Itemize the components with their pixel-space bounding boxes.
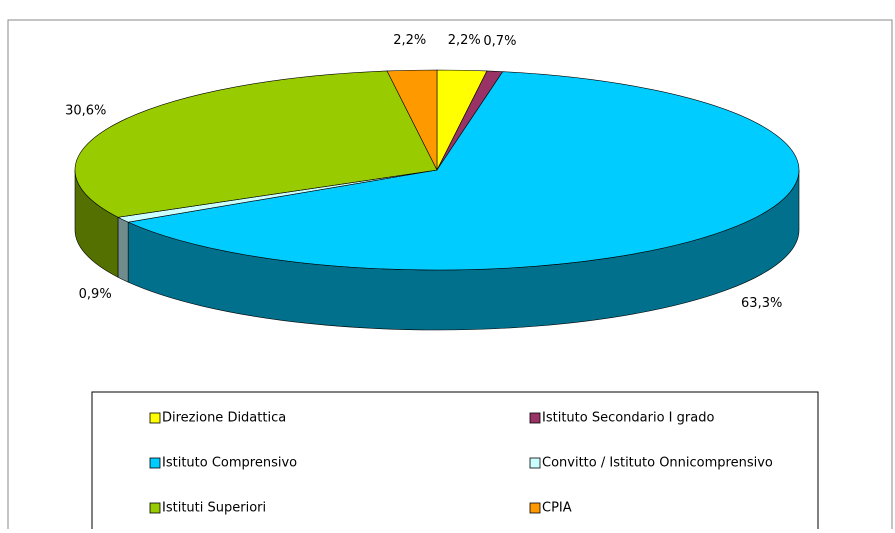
legend-swatch [149, 412, 161, 424]
legend-label: Istituti Superiori [162, 501, 266, 516]
data-label: 30,6% [65, 104, 106, 119]
legend-swatch [529, 502, 541, 514]
data-label: 63,3% [741, 296, 782, 311]
legend-swatch [529, 457, 541, 469]
pie-side [117, 216, 129, 283]
legend-label: CPIA [542, 501, 572, 516]
pie-slice [386, 69, 438, 171]
legend-label: Istituto Comprensivo [162, 456, 297, 471]
legend-label: Istituto Secondario I grado [542, 411, 714, 426]
pie-slice [127, 71, 800, 271]
legend-label: Convitto / Istituto Onnicomprensivo [542, 456, 773, 471]
legend-box [91, 391, 819, 533]
legend-swatch [529, 412, 541, 424]
legend-swatch [149, 457, 161, 469]
data-label: 0,9% [79, 287, 112, 302]
legend-swatch [149, 502, 161, 514]
pie-slice [74, 70, 438, 218]
legend-label: Direzione Didattica [162, 411, 286, 426]
data-label: 0,7% [483, 34, 516, 49]
data-label: 2,2% [448, 33, 481, 48]
data-label: 2,2% [393, 33, 426, 48]
